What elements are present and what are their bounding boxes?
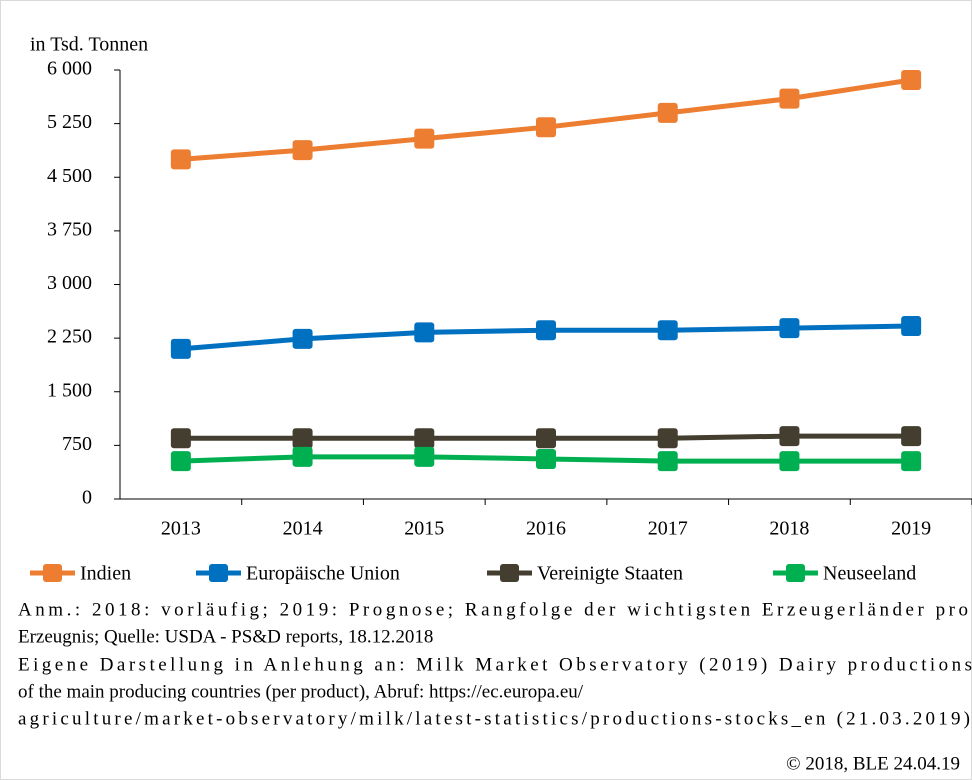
y-tick-label: 1 500 xyxy=(47,379,92,401)
legend-label: Europäische Union xyxy=(246,563,400,585)
note: of the main producing countries (per pro… xyxy=(18,681,584,702)
point-marker xyxy=(170,149,191,170)
note: Anm.: 2018: vorläufig; 2019: Prognose; R… xyxy=(18,599,968,620)
y-tick-label: 6 000 xyxy=(47,58,92,80)
y-tick-label: 3 000 xyxy=(47,272,92,294)
point-marker xyxy=(657,102,678,123)
legend-marker xyxy=(786,564,805,582)
x-tick-label: 2019 xyxy=(891,518,931,540)
point-marker xyxy=(901,451,922,472)
point-marker xyxy=(536,428,556,449)
x-tick-label: 2013 xyxy=(161,518,201,540)
point-marker xyxy=(779,451,800,472)
point-marker xyxy=(901,315,922,336)
point-marker xyxy=(414,128,435,149)
point-marker xyxy=(657,320,678,341)
note: Erzeugnis; Quelle: USDA - PS&D reports, … xyxy=(18,626,433,647)
legend-marker xyxy=(43,564,62,582)
y-axis-label: in Tsd. Tonnen xyxy=(30,34,148,56)
point-marker xyxy=(292,446,313,467)
point-marker xyxy=(536,320,556,341)
point-marker xyxy=(292,328,313,349)
point-marker xyxy=(536,448,556,469)
y-tick-label: 3 750 xyxy=(47,218,92,240)
point-marker xyxy=(779,426,800,447)
legend-label: Neuseeland xyxy=(823,563,916,585)
point-marker xyxy=(292,140,313,161)
point-marker xyxy=(170,451,191,472)
x-tick-label: 2017 xyxy=(648,518,688,540)
point-marker xyxy=(414,428,435,449)
point-marker xyxy=(536,117,556,138)
point-marker xyxy=(901,70,922,91)
note: Eigene Darstellung in Anlehung an: Milk … xyxy=(18,654,972,675)
y-tick-label: 2 250 xyxy=(47,326,92,348)
point-marker xyxy=(414,322,435,343)
point-marker xyxy=(779,318,800,339)
point-marker xyxy=(292,428,313,449)
point-marker xyxy=(170,338,191,359)
y-tick-label: 5 250 xyxy=(47,111,92,133)
note: agriculture/market-observatory/milk/late… xyxy=(18,708,970,729)
x-tick-label: 2016 xyxy=(526,518,566,540)
point-marker xyxy=(901,426,922,447)
point-marker xyxy=(414,446,435,467)
point-marker xyxy=(657,451,678,472)
legend-label: Indien xyxy=(80,563,131,585)
x-tick-label: 2014 xyxy=(283,518,323,540)
point-marker xyxy=(779,88,800,109)
copyright: © 2018, BLE 24.04.19 xyxy=(786,753,960,774)
legend-marker xyxy=(500,564,519,582)
y-tick-label: 0 xyxy=(82,487,92,509)
y-tick-label: 750 xyxy=(62,433,92,455)
point-marker xyxy=(657,428,678,449)
x-tick-label: 2018 xyxy=(769,518,809,540)
legend-label: Vereinigte Staaten xyxy=(537,563,683,585)
y-tick-label: 4 500 xyxy=(47,165,92,187)
point-marker xyxy=(170,428,191,449)
x-tick-label: 2015 xyxy=(404,518,444,540)
legend-marker xyxy=(209,564,228,582)
